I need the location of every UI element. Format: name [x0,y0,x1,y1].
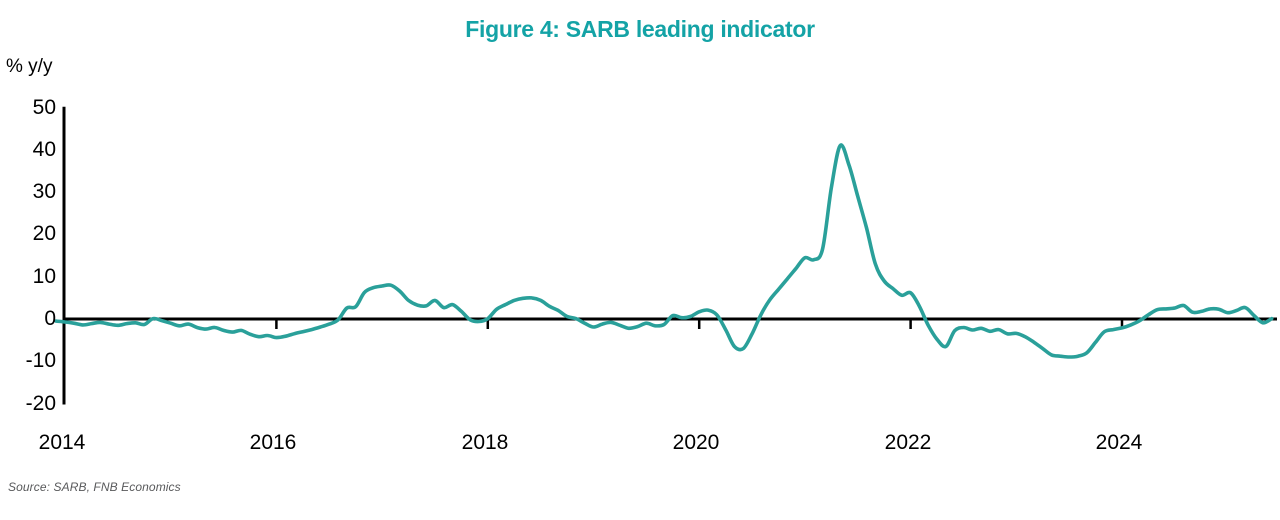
indicator-line-series [54,143,1274,359]
y-tick-label: 50 [32,96,56,119]
x-tick-label: 2016 [249,431,297,454]
chart-title: Figure 4: SARB leading indicator [465,16,815,42]
x-tick-label: 2020 [672,431,720,454]
y-tick-label: -10 [25,349,56,372]
source-note: Source: SARB, FNB Economics [8,480,181,494]
y-tick-label: 0 [44,307,56,330]
y-tick-label: 40 [32,138,56,161]
y-tick-label: 30 [32,180,56,203]
x-tick-label: 2024 [1095,431,1143,454]
y-tick-label: 20 [32,222,56,245]
x-tick-label: 2018 [461,431,509,454]
x-tick-label: 2022 [884,431,932,454]
x-tick-label: 2014 [38,431,86,454]
y-axis-unit-label: % y/y [6,56,53,77]
y-tick-label: -20 [25,392,56,415]
y-tick-label: 10 [32,265,56,288]
